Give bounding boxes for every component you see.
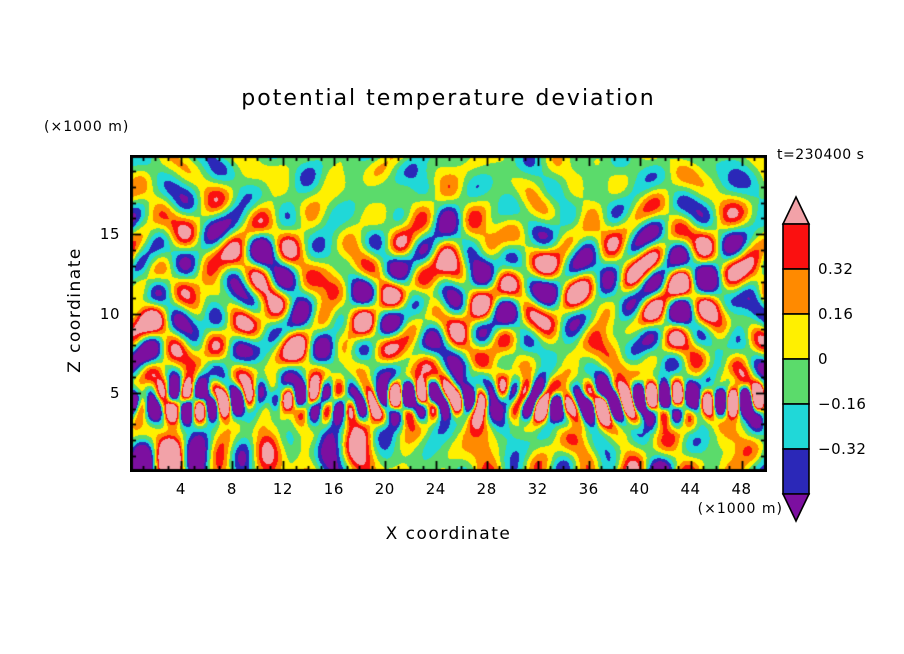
x-tick-label: 8 — [226, 480, 237, 498]
colorbar-segment — [782, 223, 810, 270]
time-annotation: t=230400 s — [777, 147, 865, 163]
x-tick-label: 44 — [680, 480, 701, 498]
colorbar-tick-label: 0 — [818, 350, 829, 368]
x-tick-label: 36 — [578, 480, 599, 498]
x-axis-title: X coordinate — [385, 524, 512, 544]
contour-field-canvas — [130, 155, 767, 472]
colorbar-segment — [782, 358, 810, 405]
colorbar — [781, 195, 811, 523]
colorbar-tick-label: 0.32 — [818, 260, 854, 278]
x-tick-label: 28 — [476, 480, 497, 498]
x-tick-label: 4 — [175, 480, 186, 498]
x-tick-label: 32 — [527, 480, 548, 498]
y-tick-label: 15 — [99, 225, 120, 244]
x-tick-label: 12 — [272, 480, 293, 498]
colorbar-segment — [782, 313, 810, 360]
colorbar-segment — [782, 403, 810, 450]
y-tick-label: 5 — [109, 383, 120, 402]
colorbar-segment — [782, 268, 810, 315]
colorbar-arrow-top — [781, 195, 811, 225]
colorbar-tick-label: 0.16 — [818, 305, 854, 323]
x-axis-unit-label: (×1000 m) — [697, 501, 783, 517]
colorbar-tick-label: −0.32 — [818, 440, 867, 458]
x-tick-label: 40 — [629, 480, 650, 498]
x-tick-label: 48 — [731, 480, 752, 498]
colorbar-arrow-bottom — [781, 493, 811, 523]
x-tick-label: 24 — [425, 480, 446, 498]
x-tick-label: 20 — [374, 480, 395, 498]
colorbar-segment — [782, 448, 810, 495]
y-axis-unit-label: (×1000 m) — [44, 119, 130, 135]
chart-title: potential temperature deviation — [241, 86, 656, 111]
y-tick-label: 10 — [99, 304, 120, 323]
colorbar-tick-label: −0.16 — [818, 395, 867, 413]
x-tick-label: 16 — [323, 480, 344, 498]
